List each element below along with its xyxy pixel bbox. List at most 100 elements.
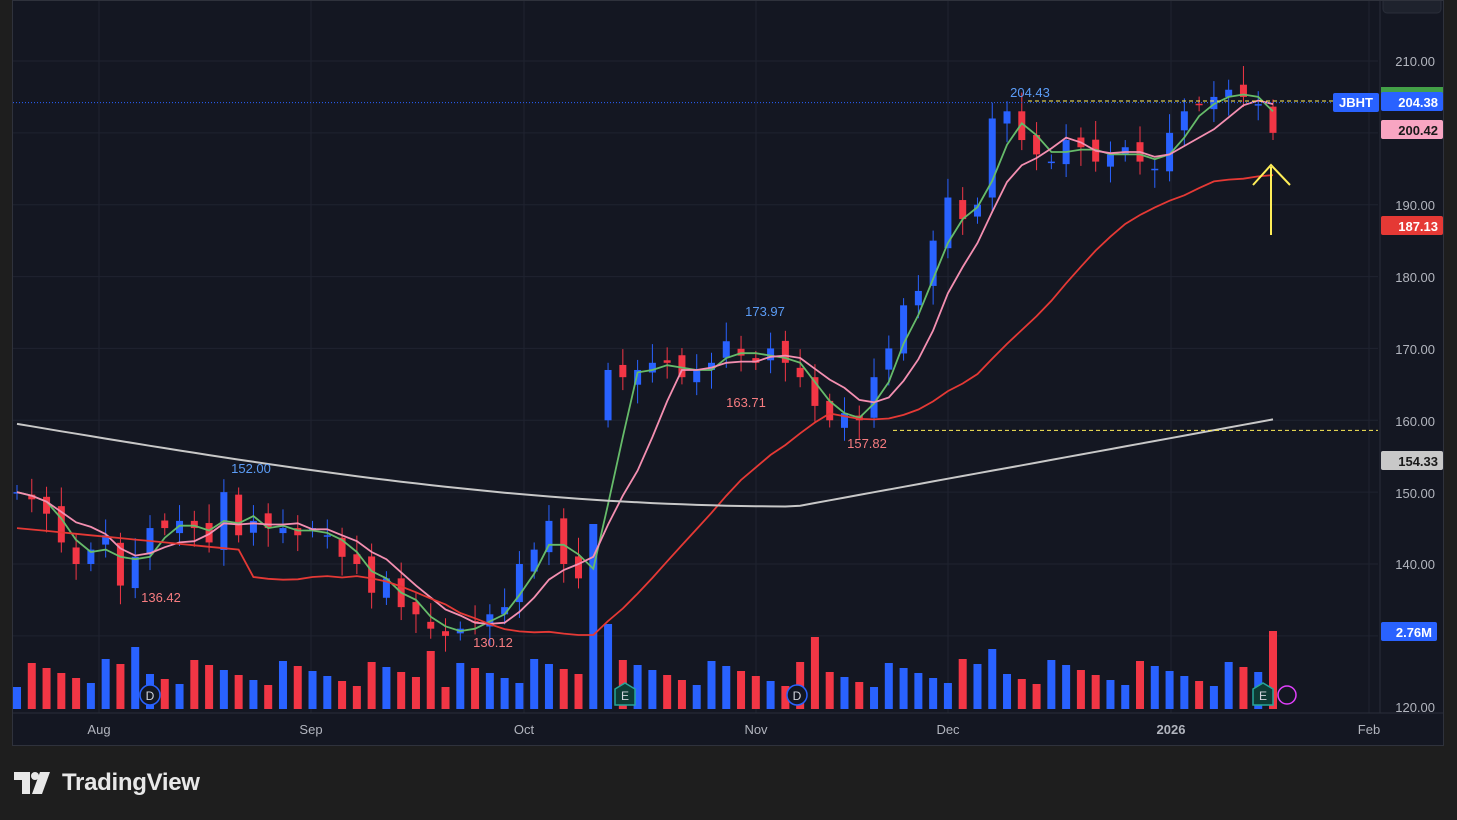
candle-body [190, 520, 198, 529]
volume-bar [766, 681, 775, 709]
y-tick-label: 170.00 [1395, 342, 1435, 357]
candle-body [560, 518, 568, 564]
candle-body [737, 348, 745, 356]
volume-bar [471, 668, 480, 709]
volume-bar [27, 663, 36, 709]
volume-bar [663, 675, 672, 709]
volume-bar [131, 647, 140, 709]
volume-bar [855, 682, 864, 709]
ma50-line [16, 174, 1274, 636]
candle-body [1239, 84, 1247, 97]
volume-bar [559, 669, 568, 709]
ma50-price-label-bg [1381, 216, 1443, 235]
candle-body [501, 607, 509, 615]
candle-body [515, 564, 523, 603]
candle-body [205, 523, 213, 543]
volume-bar [1091, 675, 1100, 709]
candle-body [811, 377, 819, 406]
volume-bar [1017, 679, 1026, 709]
volume-bar [988, 649, 997, 709]
candle-body [545, 520, 553, 553]
candle-body [826, 400, 834, 421]
candle-body [427, 621, 435, 629]
candle-body [249, 520, 257, 533]
chart-panel[interactable]: 210.00 190.00 180.00 170.00 160.00 150.00 140.… [12, 0, 1444, 746]
volume-bar [604, 624, 613, 709]
candle-body [1047, 161, 1055, 164]
price-chart[interactable]: 210.00 190.00 180.00 170.00 160.00 150.00 140.… [13, 1, 1444, 746]
x-tick-label: Feb [1358, 722, 1380, 737]
candle-body [338, 537, 346, 557]
volume-bar [249, 680, 258, 709]
candle-body [486, 614, 494, 627]
ma10-axis-tag [1381, 87, 1443, 93]
candle-body [959, 200, 967, 220]
y-tick-label: 180.00 [1395, 270, 1435, 285]
volume-bar [870, 687, 879, 709]
volume-bar [677, 680, 686, 709]
volume-bar [914, 673, 923, 709]
volume-label: 2.76M [1396, 625, 1432, 640]
volume-bar [840, 677, 849, 709]
candle-body [382, 578, 390, 598]
tradingview-logo-icon [14, 772, 50, 794]
y-tick-label: 190.00 [1395, 198, 1435, 213]
volume-bar [1047, 660, 1056, 709]
volume-bar [1224, 662, 1233, 709]
volume-bar [219, 670, 228, 709]
candle-body [634, 369, 642, 385]
volume-bar [1150, 666, 1159, 709]
volume-bar [929, 678, 938, 709]
candle-body [1225, 89, 1233, 97]
volume-bar [1239, 667, 1248, 709]
volume-bar [42, 668, 51, 709]
price-annotation: 173.97 [745, 304, 785, 319]
x-tick-label: Dec [936, 722, 960, 737]
event-marker-label: D [146, 689, 155, 703]
volume-bar [943, 683, 952, 709]
volume-bar [308, 671, 317, 709]
candle-body [722, 341, 730, 358]
volume-bar [1209, 686, 1218, 709]
volume-bar [737, 671, 746, 709]
up-arrow-head [1252, 163, 1291, 186]
event-marker-ring [1277, 685, 1297, 705]
candle-body [1018, 111, 1026, 141]
candle-body [1121, 147, 1129, 155]
volume-bar [884, 663, 893, 709]
candle-body [294, 528, 302, 536]
candle-body [264, 513, 272, 529]
volume-bar [751, 676, 760, 709]
price-annotation: 204.43 [1010, 85, 1050, 100]
candle-body [1254, 104, 1262, 106]
candle-body [870, 377, 878, 418]
candle-body [1180, 111, 1188, 131]
event-marker-label: E [1259, 689, 1267, 703]
x-tick-label: Nov [744, 722, 768, 737]
volume-bar [1136, 661, 1145, 709]
candle-body [176, 520, 184, 534]
volume-bar [1165, 671, 1174, 709]
candle-body [693, 369, 701, 383]
volume-bar [1003, 674, 1012, 709]
volume-bar [1106, 680, 1115, 709]
y-tick-label: 120.00 [1395, 700, 1435, 715]
candle-body [235, 494, 243, 536]
earnings-marker [1252, 682, 1274, 706]
event-marker-label: D [793, 689, 802, 703]
candle-body [929, 240, 937, 286]
dividend-marker [786, 684, 808, 706]
volume-bar [1062, 665, 1071, 709]
volume-bar [352, 686, 361, 709]
candle-body [1003, 111, 1011, 124]
dividend-marker [139, 684, 161, 706]
candle-body [648, 362, 656, 373]
y-tick-label: 150.00 [1395, 486, 1435, 501]
price-annotation: 136.42 [141, 590, 181, 605]
volume-bar [190, 660, 199, 709]
candle-body [43, 496, 51, 514]
volume-bar [72, 678, 81, 709]
candle-body [353, 554, 361, 564]
volume-bar [175, 684, 184, 709]
candle-body [1151, 168, 1159, 171]
